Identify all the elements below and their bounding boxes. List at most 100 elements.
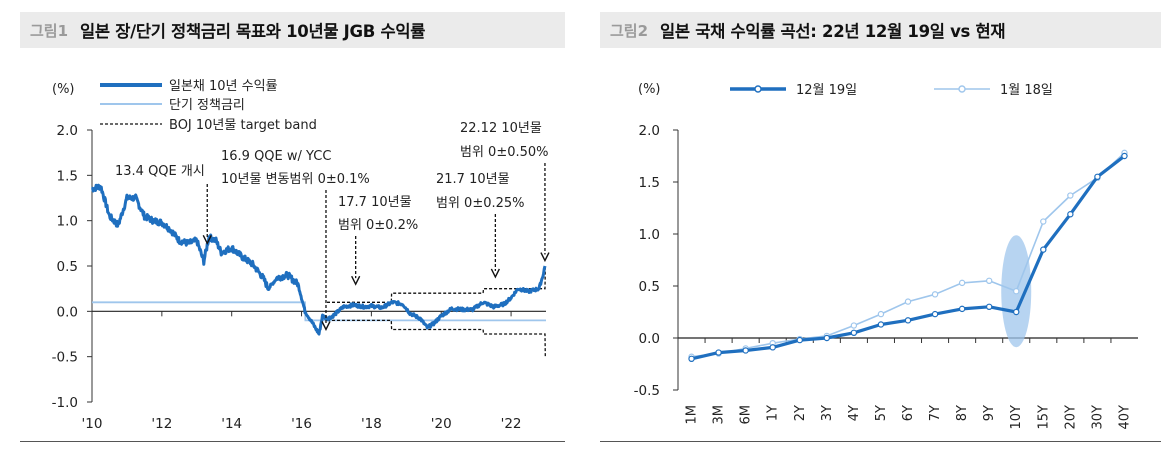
point-jan18	[1040, 218, 1047, 225]
point-jan18	[877, 310, 885, 318]
point-dec19	[796, 336, 803, 344]
policy-rate-chart: (%) 2.0 1.5 1.0 0.5 0.0 -0.5 -1.0'10 '12 '14 '16 '1…	[52, 79, 550, 432]
x-tick-label: 40Y	[1117, 405, 1132, 430]
x-tick-label: '10	[82, 416, 103, 432]
point-jan18	[1013, 288, 1020, 295]
series-line-dec19	[691, 154, 1126, 361]
chart-panel-right: 그림2 일본 국채 수익률 곡선: 22년 12월 19일 vs 현재 (%) 2…	[598, 0, 1161, 454]
x-tick-label: '14	[221, 416, 242, 432]
point-dec19	[958, 305, 966, 313]
y-tick-label: 2.0	[57, 123, 78, 139]
annotation-arrowhead	[490, 268, 500, 279]
annotation-label: 10년물 변동범위 0±0.1%	[221, 172, 370, 187]
point-dec19	[850, 329, 858, 336]
y-unit-label: (%)	[638, 82, 661, 97]
y-unit-label: (%)	[52, 82, 75, 97]
point-dec19	[1040, 246, 1047, 253]
point-dec19	[1121, 152, 1128, 160]
x-tick-label: 3M	[712, 405, 727, 425]
series-line-jan18	[691, 152, 1126, 358]
yield-curve-chart: (%) 2.0 1.5 1.0 0.5 0.0 -0.5 1M 3M 6M 1Y 2Y 3Y 4Y 5Y 6Y…	[634, 82, 1138, 430]
point-dec19	[877, 321, 885, 328]
y-tick-label: 2.0	[639, 123, 660, 139]
point-dec19	[715, 349, 722, 356]
annotation-label: 13.4 QQE 개시	[115, 164, 205, 179]
x-tick-label: '12	[151, 416, 172, 432]
chart-header-right: 그림2 일본 국채 수익률 곡선: 22년 12월 19일 vs 현재	[600, 12, 1161, 48]
y-tick-label: -1.0	[52, 395, 78, 411]
x-tick-label: '18	[361, 416, 382, 432]
figure-label: 그림1	[30, 21, 69, 40]
legend-label: 단기 정책금리	[169, 98, 245, 113]
y-tick-label: 0.0	[639, 331, 660, 347]
point-dec19	[1067, 211, 1074, 218]
chart-title: 일본 장/단기 정책금리 목표와 10년물 JGB 수익률	[80, 22, 426, 41]
x-tick-label: 6Y	[901, 405, 916, 421]
y-tick-label: 1.0	[639, 227, 660, 243]
legend-marker	[958, 85, 966, 93]
x-tick-label: 2Y	[793, 405, 808, 421]
y-tick-label: 0.5	[57, 259, 78, 275]
x-tick-label: 1Y	[766, 405, 781, 421]
figure-label: 그림2	[610, 21, 649, 40]
y-tick-label: 0.5	[639, 279, 660, 295]
point-dec19	[769, 344, 776, 351]
x-tick-label: '16	[291, 416, 312, 432]
x-tick-label: 10Y	[1009, 405, 1024, 430]
target-band-upper	[327, 265, 546, 303]
chart-panel-left: 그림1 일본 장/단기 정책금리 목표와 10년물 JGB 수익률 (%) 2.0…	[0, 0, 575, 454]
series-line-jgb-10y	[90, 183, 547, 336]
legend-marker	[754, 85, 762, 93]
y-tick-label: -0.5	[634, 383, 660, 399]
annotation-arrowhead	[321, 321, 331, 332]
chart-title: 일본 국채 수익률 곡선: 22년 12월 19일 vs 현재	[660, 22, 1006, 41]
point-dec19	[1013, 308, 1020, 316]
point-dec19	[742, 347, 749, 354]
point-dec19	[1094, 173, 1101, 180]
annotation-arrowhead	[202, 235, 212, 245]
y-tick-label: 1.0	[57, 214, 78, 230]
point-jan18	[904, 298, 912, 305]
point-jan18	[1067, 192, 1074, 199]
y-tick-label: -0.5	[52, 350, 78, 366]
x-tick-label: '20	[431, 416, 452, 432]
x-tick-label: 1M	[685, 405, 700, 425]
point-dec19	[931, 310, 939, 318]
point-jan18	[958, 279, 966, 287]
annotation-label: 22.12 10년물	[460, 121, 542, 136]
annotation-label: 범위 0±0.50%	[460, 145, 549, 160]
x-tick-label: 9Y	[982, 405, 997, 421]
x-tick-label: 30Y	[1090, 405, 1105, 430]
x-tick-label: 20Y	[1063, 405, 1078, 430]
legend-label: 12월 19일	[796, 83, 857, 98]
y-tick-label: 0.0	[57, 304, 78, 320]
x-tick-label: '22	[501, 416, 522, 432]
x-tick-label: 5Y	[874, 405, 889, 421]
x-tick-label: 8Y	[955, 405, 970, 421]
point-jan18	[850, 322, 858, 329]
annotation-arrowhead	[540, 252, 550, 263]
x-tick-label: 15Y	[1036, 405, 1051, 430]
x-tick-label: 7Y	[928, 405, 943, 421]
annotation-label: 범위 0±0.2%	[338, 218, 418, 233]
annotation-arrowhead	[351, 275, 361, 286]
y-tick-label: 1.5	[57, 168, 78, 184]
y-tick-label: 1.5	[639, 175, 660, 191]
legend-label: 1월 18일	[1000, 83, 1053, 98]
annotation-label: 16.9 QQE w/ YCC	[221, 149, 331, 164]
point-dec19	[985, 303, 993, 310]
annotation-label: 21.7 10년물	[436, 172, 510, 187]
target-band-lower	[327, 319, 546, 357]
annotation-label: 17.7 10년물	[338, 195, 412, 210]
annotation-label: 범위 0±0.25%	[436, 196, 525, 211]
point-dec19	[904, 317, 912, 324]
x-tick-label: 3Y	[820, 405, 835, 421]
bottom-rule	[20, 441, 565, 442]
chart-header-left: 그림1 일본 장/단기 정책금리 목표와 10년물 JGB 수익률	[20, 12, 565, 48]
legend-label: 일본채 10년 수익률	[169, 79, 278, 94]
bottom-rule	[600, 441, 1161, 442]
point-dec19	[823, 334, 831, 342]
point-dec19	[688, 355, 695, 362]
legend-label: BOJ 10년물 target band	[169, 118, 317, 133]
x-tick-label: 6M	[739, 405, 754, 425]
